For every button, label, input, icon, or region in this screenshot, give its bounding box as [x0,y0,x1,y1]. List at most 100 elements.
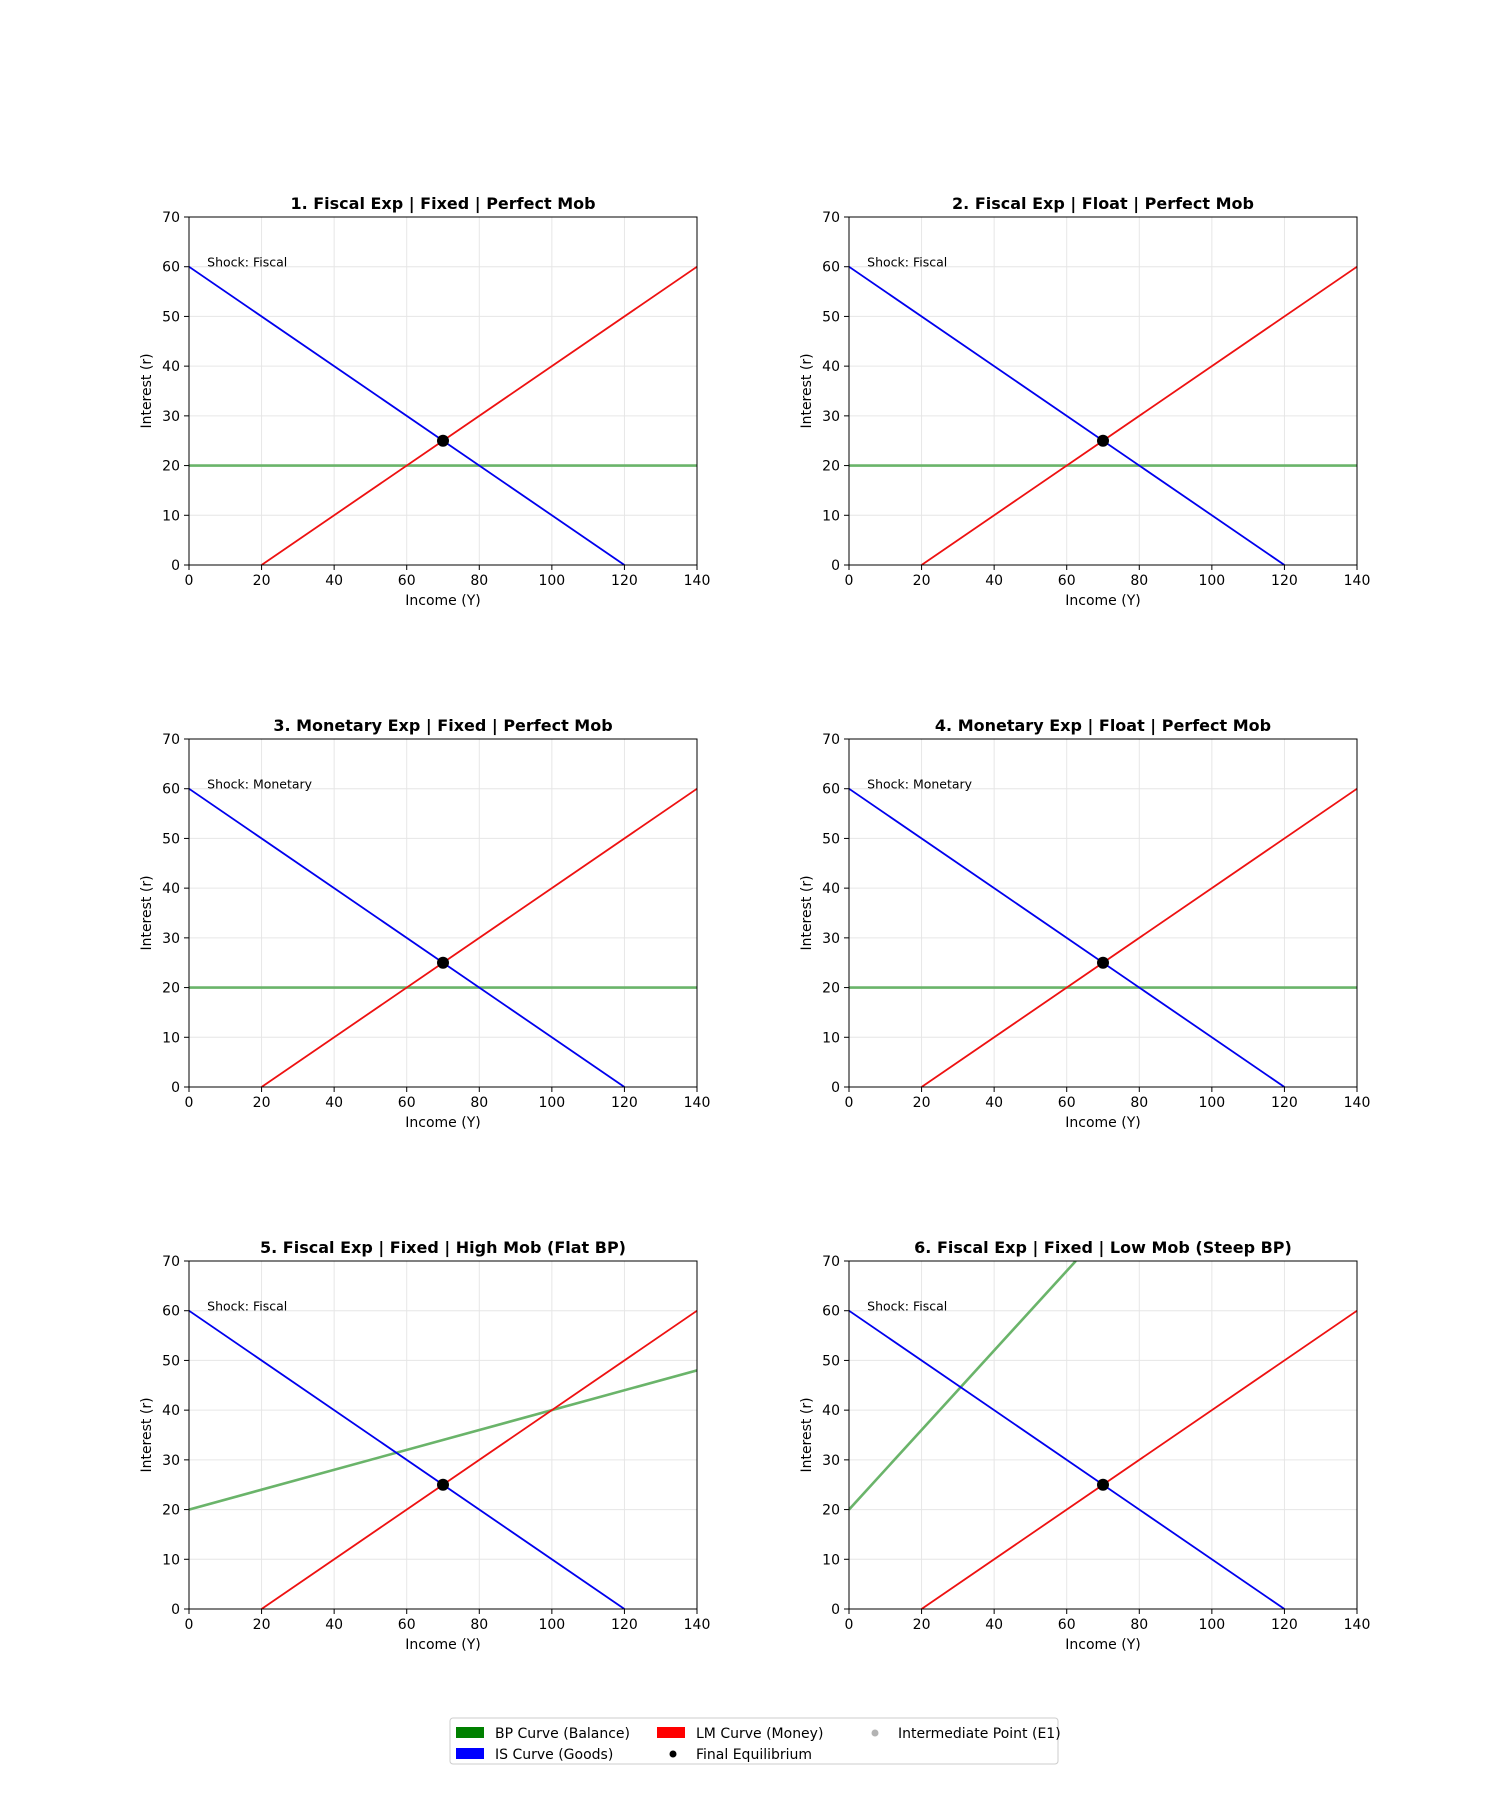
y-tick-label: 20 [162,459,180,475]
panel-title: 3. Monetary Exp | Fixed | Perfect Mob [273,716,612,736]
x-tick-label: 80 [1130,1095,1148,1111]
y-tick-label: 40 [822,1403,840,1419]
y-tick-label: 70 [822,732,840,748]
x-tick-label: 80 [470,573,488,589]
x-tick-label: 0 [845,1617,854,1633]
y-tick-label: 60 [822,1304,840,1320]
x-tick-label: 20 [253,573,271,589]
y-tick-label: 50 [162,309,180,325]
y-tick-label: 50 [822,309,840,325]
chart-panel-3: 0 20 40 60 80 100 120 140 0 10 20 30 40 50 60 70 Income … [139,716,710,1131]
y-tick-label: 60 [822,260,840,276]
x-tick-label: 100 [538,1617,565,1633]
final-equilibrium-point [1097,956,1109,969]
legend-swatch [456,1727,484,1738]
x-tick-label: 60 [1058,573,1076,589]
y-tick-label: 20 [162,1503,180,1519]
x-tick-label: 40 [325,1095,343,1111]
legend-label: IS Curve (Goods) [495,1747,613,1763]
shock-annotation: Shock: Fiscal [207,1299,287,1314]
x-tick-label: 0 [185,1095,194,1111]
x-tick-label: 0 [185,573,194,589]
final-equilibrium-point [1097,1478,1109,1491]
y-tick-label: 40 [822,359,840,375]
y-tick-label: 70 [162,210,180,226]
panel-title: 6. Fiscal Exp | Fixed | Low Mob (Steep B… [914,1238,1292,1258]
x-tick-label: 60 [1058,1095,1076,1111]
series-line-is [849,1309,1285,1609]
x-tick-label: 60 [1058,1617,1076,1633]
x-tick-label: 80 [1130,573,1148,589]
x-tick-label: 80 [470,1095,488,1111]
x-tick-label: 120 [611,1095,638,1111]
y-tick-label: 70 [822,1254,840,1270]
panel-title: 5. Fiscal Exp | Fixed | High Mob (Flat B… [260,1238,626,1258]
legend-swatch [657,1727,685,1738]
x-tick-label: 20 [913,1095,931,1111]
x-tick-label: 0 [845,573,854,589]
y-tick-label: 40 [822,881,840,897]
x-tick-label: 120 [611,1617,638,1633]
series-line-lm [921,1309,1357,1609]
series-line-is [849,265,1285,565]
chart-panel-4: 0 20 40 60 80 100 120 140 0 10 20 30 40 50 60 70 Income … [799,716,1370,1131]
x-tick-label: 60 [398,1617,416,1633]
y-tick-label: 40 [162,881,180,897]
axes-frame [188,1260,698,1610]
axes-frame [848,738,1358,1088]
panel-title: 4. Monetary Exp | Float | Perfect Mob [935,716,1271,736]
y-tick-label: 60 [162,260,180,276]
x-axis-label: Income (Y) [1065,593,1140,609]
x-tick-label: 100 [538,573,565,589]
axes-frame [848,1260,1358,1610]
y-axis-label: Interest (r) [799,353,815,428]
panel-title: 1. Fiscal Exp | Fixed | Perfect Mob [290,194,595,214]
final-equilibrium-point [1097,434,1109,447]
y-tick-label: 10 [822,1552,840,1568]
y-tick-label: 0 [831,1080,840,1096]
y-tick-label: 0 [831,1602,840,1618]
y-tick-label: 50 [822,1353,840,1369]
legend-label: LM Curve (Money) [696,1726,823,1742]
y-tick-label: 40 [162,1403,180,1419]
legend-swatch [456,1748,484,1759]
y-tick-label: 60 [162,1304,180,1320]
y-tick-label: 40 [162,359,180,375]
legend-frame [449,1717,1059,1765]
x-axis-label: Income (Y) [405,1637,480,1653]
x-tick-label: 20 [253,1095,271,1111]
x-axis-label: Income (Y) [405,593,480,609]
series-line-is [189,1309,625,1609]
legend-label: BP Curve (Balance) [495,1726,630,1742]
legend-marker [871,1729,879,1737]
x-tick-label: 60 [398,573,416,589]
x-tick-label: 120 [1271,573,1298,589]
final-equilibrium-point [437,434,449,447]
y-tick-label: 30 [162,409,180,425]
x-tick-label: 100 [1198,1095,1225,1111]
axes-frame [848,216,1358,566]
x-tick-label: 20 [913,1617,931,1633]
y-tick-label: 10 [822,1030,840,1046]
x-tick-label: 40 [985,1617,1003,1633]
y-tick-label: 20 [822,459,840,475]
y-tick-label: 10 [162,1030,180,1046]
series-line-lm [261,787,697,1087]
legend-label: Final Equilibrium [696,1747,812,1763]
chart-panel-1: 0 20 40 60 80 100 120 140 0 10 20 30 40 50 60 70 Income … [139,194,710,609]
series-line-lm [921,265,1357,565]
series-group [849,1261,1357,1609]
x-tick-label: 140 [1344,1095,1371,1111]
x-tick-label: 80 [1130,1617,1148,1633]
y-tick-label: 30 [162,931,180,947]
x-tick-label: 120 [611,573,638,589]
x-tick-label: 100 [1198,1617,1225,1633]
y-axis-label: Interest (r) [139,1397,155,1472]
legend: BP Curve (Balance) IS Curve (Goods) LM Cur… [449,1717,1061,1765]
x-tick-label: 60 [398,1095,416,1111]
x-tick-label: 40 [325,1617,343,1633]
x-tick-label: 140 [684,1095,711,1111]
x-tick-label: 40 [985,1095,1003,1111]
y-tick-label: 70 [822,210,840,226]
